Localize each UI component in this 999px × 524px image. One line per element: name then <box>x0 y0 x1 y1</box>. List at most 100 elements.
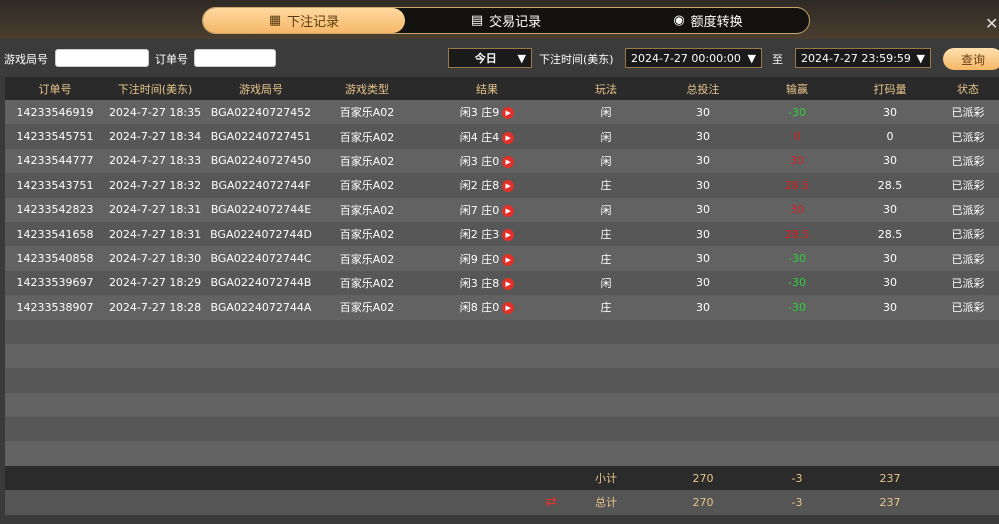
cell-9: 已派彩 <box>937 124 999 149</box>
cell-8 <box>843 417 937 442</box>
cell-5: 庄 <box>557 221 655 247</box>
refresh-icon[interactable]: ⇄ <box>545 494 557 511</box>
cell-6: 30 <box>655 246 751 271</box>
empty-row <box>5 319 999 344</box>
tab-bet-records[interactable]: ▦ 下注记录 <box>203 8 405 33</box>
cell-text: 14233539697 <box>16 276 94 290</box>
cell-8: 30 <box>843 246 937 271</box>
cell-7: 30 <box>751 197 843 222</box>
cell-text: 闲3 庄8 <box>459 276 500 290</box>
empty-row <box>5 417 999 442</box>
play-replay-icon[interactable]: ▶ <box>502 229 515 242</box>
cell-8: 28.5 <box>843 221 937 247</box>
empty-row <box>5 343 999 369</box>
play-replay-icon[interactable]: ▶ <box>502 155 515 168</box>
cell-6 <box>655 343 751 369</box>
start-time-select[interactable]: 2024-7-27 00:00:00 ▼ <box>625 48 762 68</box>
cell-8 <box>843 343 937 369</box>
cell-6 <box>655 368 751 393</box>
cell-text: 0 <box>886 130 894 144</box>
cell-7: -3 <box>751 465 843 491</box>
cell-3: 百家乐A02 <box>317 124 417 149</box>
tab-credit-transfer[interactable]: ◉ 额度转换 <box>673 13 743 30</box>
to-label: 至 <box>772 53 783 66</box>
play-replay-icon[interactable]: ▶ <box>502 253 515 266</box>
cell-text: 14233538907 <box>16 300 94 314</box>
table-row: 14233545751 2024-7-27 18:34 BGA02240727451… <box>5 124 999 149</box>
close-icon[interactable]: ✕ <box>985 14 999 33</box>
column-header: 总投注 <box>655 77 751 100</box>
cell-4 <box>417 368 557 393</box>
cell-text: 已派彩 <box>951 276 985 290</box>
caret-down-icon: ▼ <box>517 51 526 65</box>
play-replay-icon[interactable]: ▶ <box>502 107 515 120</box>
cell-text: 闲 <box>600 203 612 217</box>
cell-4: 闲8 庄0 ▶ <box>417 295 557 320</box>
cell-7 <box>751 392 843 418</box>
cell-0 <box>5 441 105 466</box>
cell-text: 14233542823 <box>16 203 94 217</box>
cell-8: 30 <box>843 295 937 320</box>
cell-1: 2024-7-27 18:31 <box>105 221 205 247</box>
table-row: 14233538907 2024-7-27 18:28 BGA0224072744A… <box>5 295 999 320</box>
cell-2: BGA0224072744C <box>205 246 317 271</box>
play-replay-icon[interactable]: ▶ <box>502 180 515 193</box>
column-header: 输赢 <box>751 77 843 100</box>
cell-text: 30 <box>696 203 710 217</box>
table-row: 14233543751 2024-7-27 18:32 BGA0224072744F… <box>5 173 999 198</box>
cell-text: -30 <box>788 276 806 290</box>
order-input[interactable] <box>194 49 276 67</box>
period-select[interactable]: 今日 ▼ <box>448 48 532 68</box>
cell-0: 14233543751 <box>5 173 105 198</box>
cell-0: 14233538907 <box>5 295 105 320</box>
cell-0: 14233546919 <box>5 100 105 125</box>
cell-9: 已派彩 <box>937 100 999 125</box>
cell-text: 30 <box>696 252 710 266</box>
cell-6: 30 <box>655 148 751 174</box>
play-replay-icon[interactable]: ▶ <box>502 302 515 315</box>
cell-6: 30 <box>655 100 751 125</box>
column-header: 打码量 <box>843 77 937 100</box>
bet-records-table: 订单号 下注时间(美东) 游戏局号 游戏类型 结果 玩法 总投注 输赢 打码量 状态 142335… <box>5 77 999 515</box>
cell-text: 闲7 庄0 <box>459 203 500 217</box>
tab-transaction-records[interactable]: ▤ 交易记录 <box>470 13 542 30</box>
cell-6: 30 <box>655 295 751 320</box>
query-button[interactable]: 查询 <box>943 48 999 70</box>
cell-text: 14233545751 <box>16 130 94 144</box>
cell-text: BGA0224072744D <box>210 227 312 241</box>
cell-3: 百家乐A02 <box>317 173 417 198</box>
cell-3 <box>317 465 417 491</box>
cell-text: 已派彩 <box>951 228 985 242</box>
play-replay-icon[interactable]: ▶ <box>502 277 515 290</box>
play-replay-icon[interactable]: ▶ <box>502 204 515 217</box>
header: ▦ 下注记录 ▤ 交易记录 ◉ 额度转换 ✕ <box>0 0 999 39</box>
end-time-select[interactable]: 2024-7-27 23:59:59 ▼ <box>795 48 931 68</box>
cell-5 <box>557 368 655 393</box>
cell-7 <box>751 441 843 466</box>
cell-4: 闲3 庄8 ▶ <box>417 270 557 296</box>
cell-2 <box>205 368 317 393</box>
cell-text: 百家乐A02 <box>339 106 395 120</box>
caret-down-icon: ▼ <box>916 51 925 65</box>
cell-0 <box>5 392 105 418</box>
cell-4 <box>417 392 557 418</box>
cell-5: 庄 <box>557 246 655 271</box>
cell-1 <box>105 417 205 442</box>
cell-8: 28.5 <box>843 173 937 198</box>
column-header: 游戏类型 <box>317 77 417 100</box>
play-replay-icon[interactable]: ▶ <box>502 131 515 144</box>
cell-text: 闲3 庄9 <box>459 106 500 120</box>
cell-text: 已派彩 <box>951 252 985 266</box>
cell-text: -30 <box>788 300 806 314</box>
cell-6: 30 <box>655 124 751 149</box>
footer-strip <box>0 515 999 524</box>
cell-text: BGA02240727450 <box>210 154 312 168</box>
cell-text: BGA0224072744C <box>210 252 312 266</box>
cell-0 <box>5 417 105 442</box>
cell-text: 14233543751 <box>16 178 94 192</box>
column-header: 下注时间(美东) <box>105 77 205 100</box>
cell-text: 30 <box>696 178 710 192</box>
tab-bar: ▦ 下注记录 ▤ 交易记录 ◉ 额度转换 <box>202 7 810 34</box>
cell-8 <box>843 319 937 344</box>
round-input[interactable] <box>55 49 149 67</box>
